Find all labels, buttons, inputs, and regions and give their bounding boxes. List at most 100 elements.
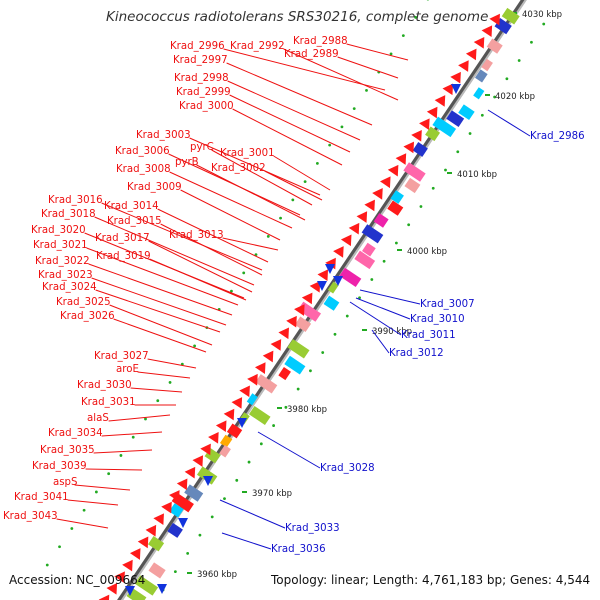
reverse-gene-label: Krad_3012 bbox=[389, 348, 444, 359]
forward-gene-label: Krad_3009 bbox=[127, 182, 182, 193]
guide-dot bbox=[345, 314, 349, 318]
forward-gene-arrow bbox=[192, 455, 204, 467]
guide-dot bbox=[370, 278, 374, 281]
guide-dot bbox=[382, 259, 386, 263]
forward-gene-label: Krad_3017 bbox=[95, 233, 150, 244]
reverse-gene-arrow bbox=[203, 476, 213, 486]
gene-feature bbox=[473, 87, 485, 100]
guide-dot bbox=[394, 241, 398, 245]
reverse-gene-label: Krad_3033 bbox=[285, 523, 340, 534]
kbp-tick-label: 4030 kbp bbox=[522, 10, 562, 20]
forward-gene-label: Krad_3015 bbox=[107, 216, 162, 227]
forward-gene-arrow bbox=[450, 71, 461, 84]
reverse-label-leader bbox=[487, 109, 531, 137]
forward-label-leader bbox=[137, 371, 191, 379]
forward-gene-arrow bbox=[247, 373, 258, 386]
guide-dot bbox=[223, 497, 226, 500]
forward-gene-label: Krad_3030 bbox=[77, 380, 132, 391]
forward-gene-arrow bbox=[481, 25, 493, 38]
gene-feature bbox=[246, 393, 258, 406]
guide-dot bbox=[230, 289, 233, 293]
forward-gene-arrow bbox=[333, 246, 344, 258]
forward-gene-label: Krad_3001 bbox=[220, 148, 275, 159]
guide-dot bbox=[296, 387, 300, 391]
gene-feature bbox=[255, 374, 278, 394]
reverse-label-leader bbox=[359, 289, 421, 305]
forward-label-leader bbox=[227, 80, 361, 141]
forward-label-leader bbox=[86, 247, 239, 306]
forward-gene-label: Krad_3035 bbox=[40, 445, 95, 456]
gene-feature bbox=[148, 562, 166, 579]
kbp-tick-label: 3970 kbp bbox=[252, 489, 292, 499]
gene-feature bbox=[474, 69, 488, 83]
gene-feature bbox=[412, 142, 428, 157]
reverse-gene-arrow bbox=[451, 84, 461, 94]
guide-dot bbox=[321, 351, 325, 354]
forward-gene-arrow bbox=[184, 466, 196, 479]
forward-label-leader bbox=[91, 277, 227, 326]
guide-dot bbox=[70, 527, 74, 530]
guide-dot bbox=[186, 551, 190, 555]
guide-dot bbox=[173, 570, 177, 574]
forward-gene-arrow bbox=[106, 583, 118, 595]
forward-gene-arrow bbox=[215, 420, 227, 433]
guide-dot bbox=[284, 405, 288, 409]
forward-gene-label: Krad_3006 bbox=[115, 146, 170, 157]
gene-feature bbox=[287, 339, 310, 359]
forward-gene-arrow bbox=[411, 129, 422, 142]
forward-label-leader bbox=[149, 258, 247, 301]
reverse-label-leader bbox=[371, 329, 390, 354]
gene-feature bbox=[404, 177, 421, 194]
forward-gene-label: Krad_3016 bbox=[48, 195, 103, 206]
forward-label-leader bbox=[222, 237, 279, 251]
forward-gene-label: aroE bbox=[116, 364, 139, 375]
forward-gene-arrow bbox=[434, 95, 446, 107]
genome-title: Kineococcus radiotolerans SRS30216, comp… bbox=[106, 9, 489, 25]
forward-gene-label: Krad_3008 bbox=[116, 164, 171, 175]
guide-dot bbox=[315, 161, 319, 165]
forward-gene-arrow bbox=[356, 211, 368, 223]
guide-dot bbox=[456, 150, 460, 154]
forward-gene-label: Krad_3013 bbox=[169, 230, 224, 241]
forward-label-leader bbox=[74, 484, 131, 491]
guide-dot bbox=[235, 478, 239, 482]
forward-gene-arrow bbox=[114, 571, 125, 584]
forward-gene-label: alaS bbox=[87, 413, 109, 424]
forward-gene-label: Krad_3024 bbox=[42, 282, 97, 293]
kbp-tick-label: 4010 kbp bbox=[457, 170, 497, 180]
gene-feature bbox=[134, 575, 159, 596]
forward-gene-label: Krad_2998 bbox=[174, 73, 229, 84]
guide-dot bbox=[210, 515, 214, 519]
guide-dot bbox=[193, 344, 197, 348]
forward-gene-label: Krad_3027 bbox=[94, 351, 149, 362]
guide-dot bbox=[365, 88, 368, 92]
forward-gene-label: Krad_3026 bbox=[60, 311, 115, 322]
forward-gene-label: pyrB bbox=[175, 157, 199, 168]
gene-feature bbox=[284, 355, 306, 375]
guide-dot bbox=[156, 399, 160, 403]
guide-dot bbox=[389, 52, 393, 56]
gene-feature bbox=[294, 316, 312, 333]
gene-feature bbox=[327, 281, 339, 294]
forward-label-leader bbox=[130, 387, 183, 393]
forward-label-leader bbox=[94, 216, 255, 286]
guide-dot bbox=[407, 223, 411, 227]
gene-feature bbox=[147, 536, 165, 552]
guide-dot bbox=[358, 296, 361, 300]
forward-gene-arrow bbox=[473, 37, 485, 49]
forward-gene-label: Krad_2992 bbox=[230, 41, 285, 52]
reverse-gene-label: Krad_3028 bbox=[320, 463, 375, 474]
forward-gene-arrow bbox=[137, 536, 149, 549]
guide-dot bbox=[58, 545, 61, 549]
gene-feature bbox=[481, 58, 493, 72]
forward-label-leader bbox=[93, 449, 153, 454]
gene-feature bbox=[248, 405, 271, 426]
kbp-tick-label: 3980 kbp bbox=[287, 405, 327, 415]
guide-dot bbox=[303, 180, 307, 184]
forward-gene-label: Krad_3002 bbox=[211, 163, 266, 174]
guide-dot bbox=[242, 271, 246, 275]
forward-gene-arrow bbox=[278, 327, 289, 340]
forward-gene-label: Krad_3022 bbox=[35, 256, 90, 267]
forward-gene-label: Krad_3003 bbox=[136, 130, 191, 141]
